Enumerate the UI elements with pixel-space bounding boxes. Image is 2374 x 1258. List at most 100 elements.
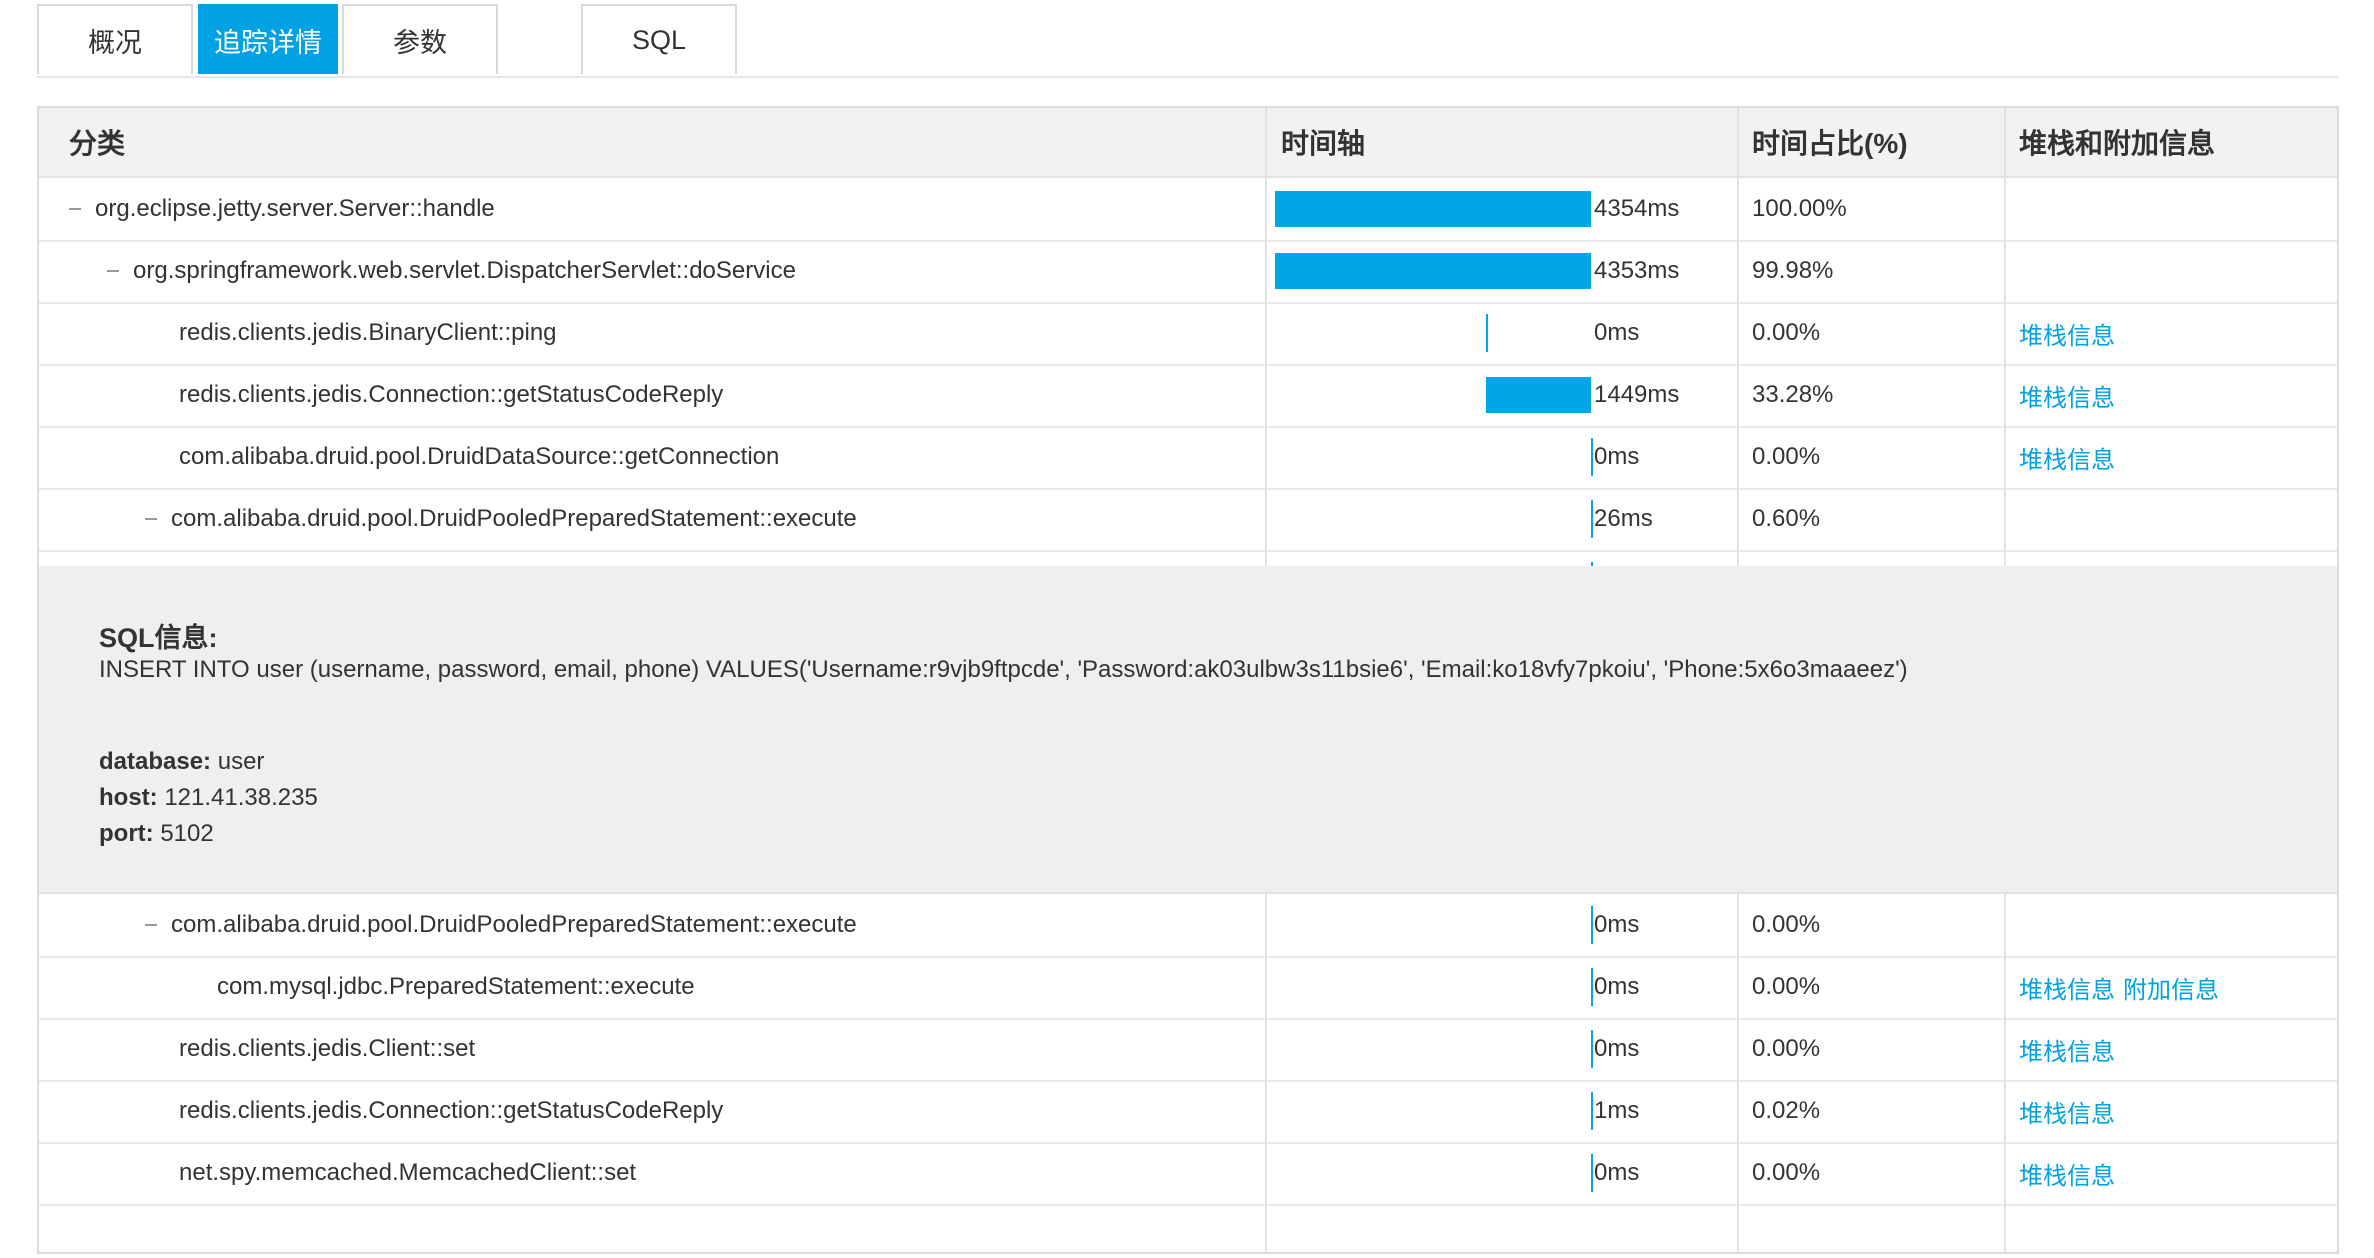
method-name: redis.clients.jedis.Connection::getStatu… (179, 1097, 724, 1124)
method-name-cell: com.alibaba.druid.pool.DruidPooledPrepar… (39, 894, 1265, 956)
column-divider (1265, 894, 1267, 1252)
stack-info-link[interactable]: 堆栈信息 (2019, 322, 2115, 350)
timeline-tick (1591, 1154, 1593, 1192)
header-timeline: 时间轴 (1281, 128, 1366, 159)
method-name-cell: redis.clients.jedis.BinaryClient::ping (39, 302, 1265, 364)
method-name-cell: com.alibaba.druid.pool.DruidDataSource::… (39, 426, 1265, 488)
column-divider (1737, 108, 1739, 566)
port-value: 5102 (153, 820, 214, 847)
host-value: 121.41.38.235 (157, 784, 318, 811)
minus-icon (107, 270, 119, 272)
port-label: port: (99, 820, 154, 847)
tab-trace-details[interactable]: 追踪详情 (198, 4, 338, 74)
method-name-cell: org.springframework.web.servlet.Dispatch… (39, 240, 1265, 302)
sql-database: database: user (99, 748, 264, 776)
percent-cell: 99.98% (1752, 257, 1834, 284)
sql-detail-panel: SQL信息: INSERT INTO user (username, passw… (39, 566, 2337, 894)
column-divider (2004, 894, 2006, 1252)
duration-label: 0ms (1594, 1159, 1640, 1186)
method-name: com.alibaba.druid.pool.DruidDataSource::… (179, 443, 780, 470)
table-row: redis.clients.jedis.Connection::getStatu… (39, 364, 2337, 428)
header-percent: 时间占比(%) (1752, 128, 1908, 159)
table-row: redis.clients.jedis.BinaryClient::ping 0m… (39, 302, 2337, 366)
duration-label: 0ms (1594, 973, 1640, 1000)
tab-sql[interactable]: SQL (581, 4, 737, 74)
percent-cell: 0.00% (1752, 911, 1821, 938)
extra-info-link[interactable]: 附加信息 (2123, 976, 2219, 1004)
sql-statement: INSERT INTO user (username, password, em… (99, 656, 1908, 683)
percent-cell: 100.00% (1752, 195, 1847, 222)
percent-cell: 0.00% (1752, 443, 1821, 470)
method-name-cell: redis.clients.jedis.Connection::getStatu… (39, 1080, 1265, 1142)
info-cell: 堆栈信息 (2006, 302, 2337, 364)
tab-bar: 概况 追踪详情 参数 SQL (37, 4, 2339, 78)
table-row: net.spy.memcached.MemcachedClient::set 0m… (39, 1142, 2337, 1206)
timeline-tick (1591, 906, 1593, 944)
host-label: host: (99, 784, 158, 811)
percent-cell: 0.00% (1752, 1035, 1821, 1062)
timeline-tick (1591, 968, 1593, 1006)
percent-cell: 0.00% (1752, 973, 1821, 1000)
duration-label: 4353ms (1594, 257, 1680, 284)
info-cell (2006, 178, 2337, 240)
info-cell: 堆栈信息 (2006, 1018, 2337, 1080)
info-cell: 堆栈信息 (2006, 1142, 2337, 1204)
collapse-toggle-icon[interactable] (107, 261, 133, 281)
trace-table: 分类 时间轴 时间占比(%) 堆栈和附加信息 org.eclipse.jetty… (37, 106, 2339, 1254)
method-name: com.mysql.jdbc.PreparedStatement::execut… (217, 973, 695, 1000)
timeline-tick (1591, 1092, 1593, 1130)
collapse-toggle-icon[interactable] (145, 915, 171, 935)
table-row: com.alibaba.druid.pool.DruidPooledPrepar… (39, 488, 2337, 552)
stack-info-link[interactable]: 堆栈信息 (2019, 384, 2115, 412)
stack-info-link[interactable]: 堆栈信息 (2019, 1038, 2115, 1066)
column-divider (1265, 108, 1267, 566)
timeline-tick (1485, 314, 1488, 352)
percent-cell: 0.60% (1752, 505, 1821, 532)
method-name-cell: redis.clients.jedis.Client::set (39, 1018, 1265, 1080)
table-row: com.alibaba.druid.pool.DruidPooledPrepar… (39, 894, 2337, 958)
method-name-cell: com.mysql.jdbc.PreparedStatement::execut… (39, 956, 1265, 1018)
method-name: net.spy.memcached.MemcachedClient::set (179, 1159, 637, 1186)
collapse-toggle-icon[interactable] (69, 199, 95, 219)
method-name-cell: redis.clients.jedis.Connection::getStatu… (39, 364, 1265, 426)
table-header: 分类 时间轴 时间占比(%) 堆栈和附加信息 (39, 108, 2337, 178)
duration-label: 0ms (1594, 911, 1640, 938)
duration-label: 26ms (1594, 505, 1653, 532)
timeline-bar (1275, 253, 1591, 289)
stack-info-link[interactable]: 堆栈信息 (2019, 1100, 2115, 1128)
stack-info-link[interactable]: 堆栈信息 (2019, 1162, 2115, 1190)
sql-host: host: 121.41.38.235 (99, 784, 318, 812)
database-value: user (211, 748, 265, 775)
database-label: database: (99, 748, 212, 775)
collapse-toggle-icon[interactable] (145, 509, 171, 529)
duration-label: 0ms (1594, 319, 1640, 346)
percent-cell: 0.00% (1752, 1159, 1821, 1186)
info-cell: 堆栈信息 (2006, 364, 2337, 426)
timeline-tick (1590, 438, 1593, 476)
method-name: com.alibaba.druid.pool.DruidPooledPrepar… (171, 505, 857, 532)
stack-info-link[interactable]: 堆栈信息 (2019, 976, 2115, 1004)
info-cell: 堆栈信息 (2006, 426, 2337, 488)
info-cell: 堆栈信息 (2006, 1080, 2337, 1142)
column-divider (1737, 894, 1739, 1252)
table-row: redis.clients.jedis.Connection::getStatu… (39, 1080, 2337, 1144)
stack-info-link[interactable]: 堆栈信息 (2019, 446, 2115, 474)
info-cell (2006, 894, 2337, 956)
tab-params[interactable]: 参数 (342, 4, 498, 74)
header-category: 分类 (69, 128, 126, 159)
method-name-cell: net.spy.memcached.MemcachedClient::set (39, 1142, 1265, 1204)
sql-detail-title: SQL信息: (99, 623, 218, 653)
info-cell (2006, 488, 2337, 550)
duration-label: 1ms (1594, 1097, 1640, 1124)
duration-label: 4354ms (1594, 195, 1680, 222)
timeline-bar (1485, 377, 1591, 413)
percent-cell: 33.28% (1752, 381, 1834, 408)
header-info: 堆栈和附加信息 (2019, 128, 2216, 159)
table-row: com.alibaba.druid.pool.DruidDataSource::… (39, 426, 2337, 490)
table-row: org.springframework.web.servlet.Dispatch… (39, 240, 2337, 304)
method-name: redis.clients.jedis.BinaryClient::ping (179, 319, 557, 346)
column-divider (2004, 108, 2006, 566)
tab-overview[interactable]: 概况 (37, 4, 193, 74)
info-cell (2006, 240, 2337, 302)
table-row: redis.clients.jedis.Client::set 0ms 0.00% 堆… (39, 1018, 2337, 1082)
